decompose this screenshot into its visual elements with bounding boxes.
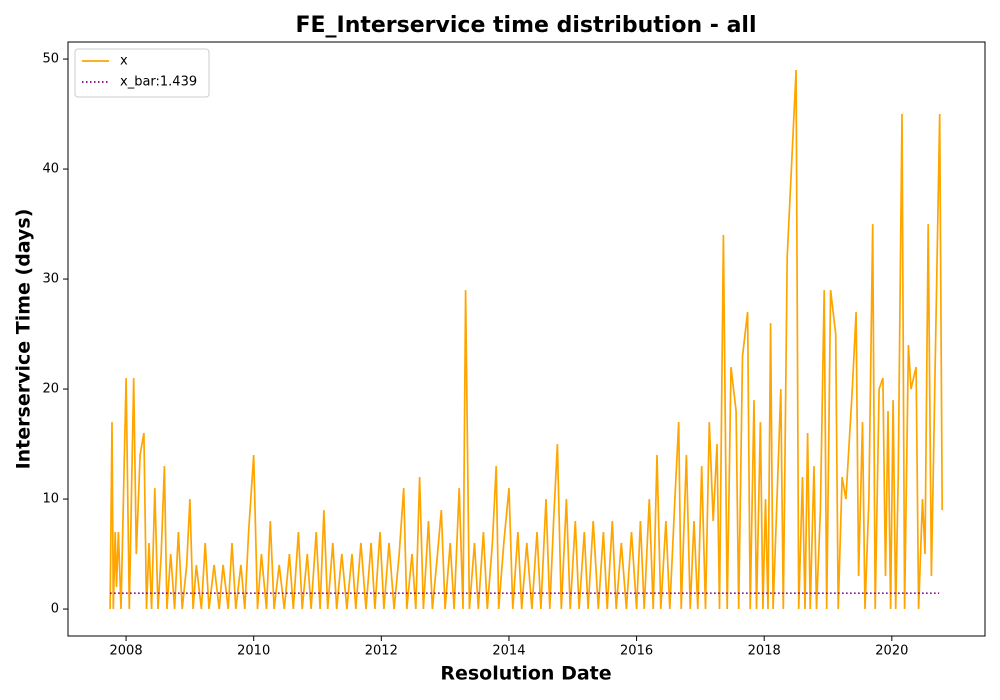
x-tick-label: 2008 — [110, 644, 143, 659]
x-tick-label: 2020 — [875, 644, 908, 659]
x-tick-label: 2018 — [748, 644, 781, 659]
x-tick-label: 2012 — [365, 644, 398, 659]
chart-title: FE_Interservice time distribution - all — [295, 13, 756, 38]
x-tick-label: 2016 — [620, 644, 653, 659]
y-tick-label: 50 — [42, 52, 59, 67]
legend-label: x_bar:1.439 — [120, 75, 197, 90]
y-axis-label: Interservice Time (days) — [13, 209, 35, 470]
y-tick-label: 30 — [42, 272, 59, 287]
x-tick-label: 2014 — [492, 644, 525, 659]
y-tick-label: 0 — [51, 602, 59, 617]
y-tick-label: 20 — [42, 382, 59, 397]
y-tick-label: 40 — [42, 162, 59, 177]
legend-label: x — [120, 54, 128, 69]
plot-frame — [67, 41, 986, 637]
x-axis-label: Resolution Date — [440, 663, 611, 685]
legend-box — [74, 48, 210, 98]
series-line — [109, 69, 944, 610]
y-tick-label: 10 — [42, 492, 59, 507]
x-tick-label: 2010 — [237, 644, 270, 659]
